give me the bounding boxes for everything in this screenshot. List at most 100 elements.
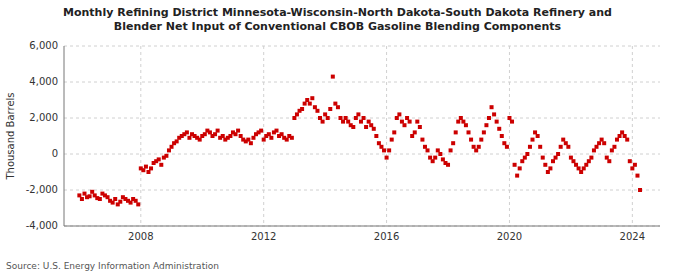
chart: -4,000-2,00002,0004,0006,000200820122016… xyxy=(0,0,675,275)
data-point xyxy=(402,123,406,127)
x-grid-line xyxy=(386,46,387,226)
data-point xyxy=(149,166,153,170)
data-point xyxy=(234,132,238,136)
data-point xyxy=(377,141,381,145)
data-point xyxy=(510,120,514,124)
data-point xyxy=(523,156,527,160)
data-point xyxy=(259,129,263,133)
data-point xyxy=(379,145,383,149)
data-point xyxy=(392,130,396,134)
data-point xyxy=(459,116,463,120)
data-point xyxy=(525,152,529,156)
data-point xyxy=(441,157,445,161)
data-point xyxy=(431,159,435,163)
data-point xyxy=(328,107,332,111)
data-point xyxy=(374,134,378,138)
data-point xyxy=(566,145,570,149)
data-point xyxy=(82,192,86,196)
data-point xyxy=(561,138,565,142)
data-point xyxy=(415,120,419,124)
y-grid-line xyxy=(64,190,660,191)
y-axis-line xyxy=(64,46,65,226)
data-point xyxy=(513,163,517,167)
data-point xyxy=(433,156,437,160)
data-point xyxy=(500,134,504,138)
data-point xyxy=(584,163,588,167)
x-grid-line xyxy=(632,46,633,226)
data-point xyxy=(203,132,207,136)
data-point xyxy=(118,200,122,204)
data-point xyxy=(303,102,307,106)
data-point xyxy=(536,134,540,138)
data-point xyxy=(208,130,212,134)
x-grid-line xyxy=(263,46,264,226)
data-point xyxy=(221,134,225,138)
data-point xyxy=(477,145,481,149)
data-point xyxy=(464,123,468,127)
data-point xyxy=(187,136,191,140)
data-point xyxy=(354,116,358,120)
data-point xyxy=(295,112,299,116)
data-point xyxy=(341,120,345,124)
x-tick-label: 2016 xyxy=(374,231,399,242)
data-point xyxy=(267,132,271,136)
data-point xyxy=(628,159,632,163)
data-point xyxy=(612,145,616,149)
data-point xyxy=(548,166,552,170)
data-point xyxy=(300,107,304,111)
data-point xyxy=(446,163,450,167)
data-point xyxy=(387,148,391,152)
data-point xyxy=(185,130,189,134)
y-tick-label: 4,000 xyxy=(29,76,58,87)
data-point xyxy=(574,163,578,167)
data-point xyxy=(308,102,312,106)
data-point xyxy=(164,154,168,158)
data-point xyxy=(507,116,511,120)
data-point xyxy=(602,141,606,145)
data-point xyxy=(331,75,335,79)
data-point xyxy=(607,159,611,163)
y-tick-label: 0 xyxy=(52,148,58,159)
data-point xyxy=(405,116,409,120)
x-grid-line xyxy=(140,46,141,226)
data-point xyxy=(518,166,522,170)
data-point xyxy=(310,96,314,100)
data-point xyxy=(141,168,145,172)
data-point xyxy=(472,145,476,149)
data-point xyxy=(587,159,591,163)
data-point xyxy=(633,163,637,167)
data-point xyxy=(290,136,294,140)
data-point xyxy=(436,148,440,152)
data-point xyxy=(610,148,614,152)
data-point xyxy=(495,120,499,124)
data-point xyxy=(280,132,284,136)
data-point xyxy=(623,134,627,138)
data-point xyxy=(487,116,491,120)
data-point xyxy=(356,112,360,116)
data-point xyxy=(531,138,535,142)
data-point xyxy=(88,194,92,198)
data-point xyxy=(385,156,389,160)
data-point xyxy=(106,195,110,199)
data-point xyxy=(541,156,545,160)
y-grid-line xyxy=(64,46,660,47)
data-point xyxy=(315,109,319,113)
data-point xyxy=(426,148,430,152)
data-point xyxy=(167,148,171,152)
data-point xyxy=(313,105,317,109)
data-point xyxy=(428,156,432,160)
data-point xyxy=(336,105,340,109)
data-point xyxy=(367,120,371,124)
x-axis-line xyxy=(64,226,660,227)
data-point xyxy=(228,134,232,138)
data-point xyxy=(413,130,417,134)
data-point xyxy=(249,141,253,145)
data-point xyxy=(351,125,355,129)
data-point xyxy=(397,112,401,116)
data-point xyxy=(469,138,473,142)
data-point xyxy=(369,123,373,127)
data-point xyxy=(98,197,102,201)
y-tick-label: -4,000 xyxy=(26,220,58,231)
data-point xyxy=(479,138,483,142)
data-point xyxy=(538,145,542,149)
